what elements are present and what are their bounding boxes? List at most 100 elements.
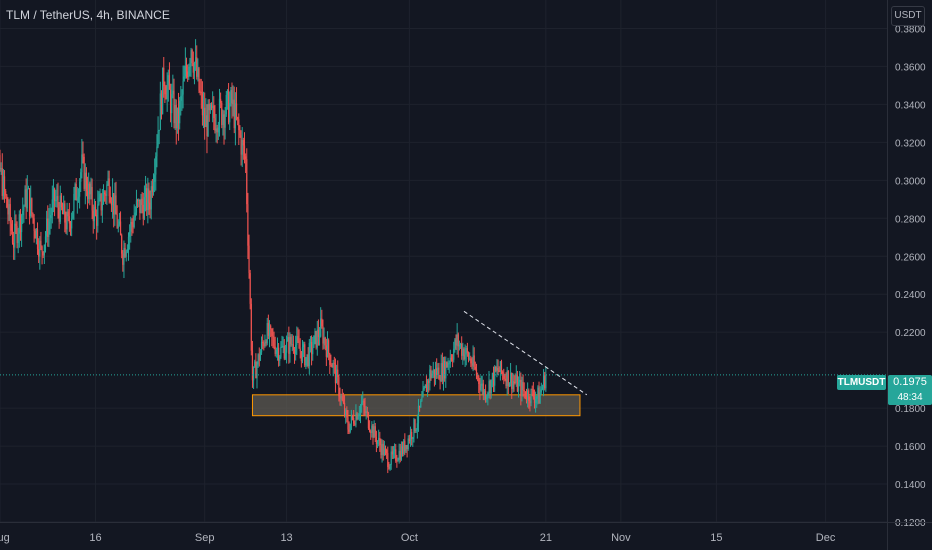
candle-body (248, 245, 250, 274)
candle-body (135, 200, 138, 213)
candle-body (124, 247, 126, 257)
candle-body (346, 410, 348, 418)
candle-body (217, 127, 219, 133)
candle-body (322, 326, 324, 344)
candle-body (411, 431, 413, 440)
candle-body (83, 156, 85, 189)
candle-body (198, 68, 200, 91)
candle-body (79, 181, 81, 197)
candle-body (274, 346, 276, 354)
candle-body (110, 201, 113, 206)
candle-body (515, 375, 517, 383)
candle-body (508, 383, 511, 387)
candle-body (521, 382, 523, 397)
candle-body (265, 341, 267, 344)
candle-body (474, 366, 476, 370)
candle-body (432, 369, 434, 374)
candle-body (455, 339, 457, 346)
time-axis[interactable]: Aug 16 Sep 13 Oct 21 Nov 15 Dec (0, 522, 932, 545)
candle-body (131, 221, 133, 225)
candle-body (154, 174, 156, 182)
candle-body (144, 188, 147, 198)
candle-body (457, 334, 459, 347)
candle-body (417, 405, 420, 424)
candle-body (528, 390, 530, 401)
candle-body (378, 438, 380, 441)
candle-body (439, 379, 441, 382)
candle-body (420, 400, 422, 408)
candle-body (163, 67, 165, 87)
candle-body (478, 376, 480, 384)
candle-body (328, 340, 330, 354)
candle-body (33, 218, 35, 231)
candle-body (126, 249, 128, 252)
candle-body (65, 222, 67, 230)
candle-body (541, 386, 544, 390)
candle-body (536, 396, 538, 399)
candle-body (240, 135, 242, 155)
candle-body (15, 223, 17, 227)
price-tick-label: 0.1400 (895, 480, 926, 491)
candle-body (372, 425, 374, 438)
candle-body (295, 345, 297, 355)
bar-countdown: 48:34 (897, 392, 923, 403)
candle-body (177, 107, 180, 124)
currency-unit-badge[interactable]: USDT (891, 6, 925, 26)
candle-body (215, 128, 217, 131)
candle-body (290, 336, 292, 345)
candle-body (130, 221, 132, 232)
candle-body (53, 188, 56, 202)
candle-body (458, 345, 461, 347)
candle-body (141, 198, 143, 205)
candle-body (440, 363, 442, 382)
candle-body (47, 218, 49, 238)
candle-body (330, 364, 332, 366)
candle-body (262, 341, 264, 344)
candle-body (64, 203, 66, 223)
candle-body (180, 96, 182, 101)
price-axis[interactable]: 0.3800 0.3600 0.3400 0.3200 0.3000 0.2800 0.26… (887, 0, 927, 550)
candle-body (98, 197, 100, 205)
candle-body (496, 367, 498, 371)
candle-body (256, 364, 258, 379)
candle-body (179, 100, 181, 124)
candle-body (309, 342, 312, 344)
candle-body (246, 159, 248, 205)
candle-body (242, 140, 244, 146)
candle-body (495, 366, 497, 371)
candle-body (129, 231, 131, 237)
candle-body (349, 423, 351, 432)
candle-body (310, 342, 313, 355)
candle-body (313, 335, 315, 348)
candle-body (18, 214, 20, 234)
candle-body (101, 204, 103, 211)
candle-body (66, 211, 68, 230)
candle-body (223, 114, 225, 128)
candle-body (296, 336, 298, 346)
candle-body (73, 193, 75, 212)
candle-body (68, 216, 70, 224)
candle-body (366, 411, 368, 413)
candle-body (210, 104, 213, 109)
chart-overlays (0, 310, 887, 396)
candle-body (484, 390, 487, 400)
candle-body (1, 167, 3, 196)
candle-body (285, 341, 288, 353)
candle-body (467, 352, 470, 360)
candle-body (183, 76, 185, 81)
candle-body (158, 130, 160, 132)
candle-body (200, 91, 202, 94)
candle-body (230, 90, 232, 104)
candle-body (207, 103, 209, 137)
candle-body (111, 193, 114, 206)
candle-body (325, 345, 327, 357)
candle-body (133, 217, 135, 227)
candle-body (270, 325, 272, 329)
candle-body (368, 428, 371, 432)
candle-body (538, 387, 540, 404)
candle-body (251, 350, 254, 381)
candle-body (506, 370, 508, 387)
candle-body (462, 349, 464, 356)
candle-body (50, 215, 52, 219)
